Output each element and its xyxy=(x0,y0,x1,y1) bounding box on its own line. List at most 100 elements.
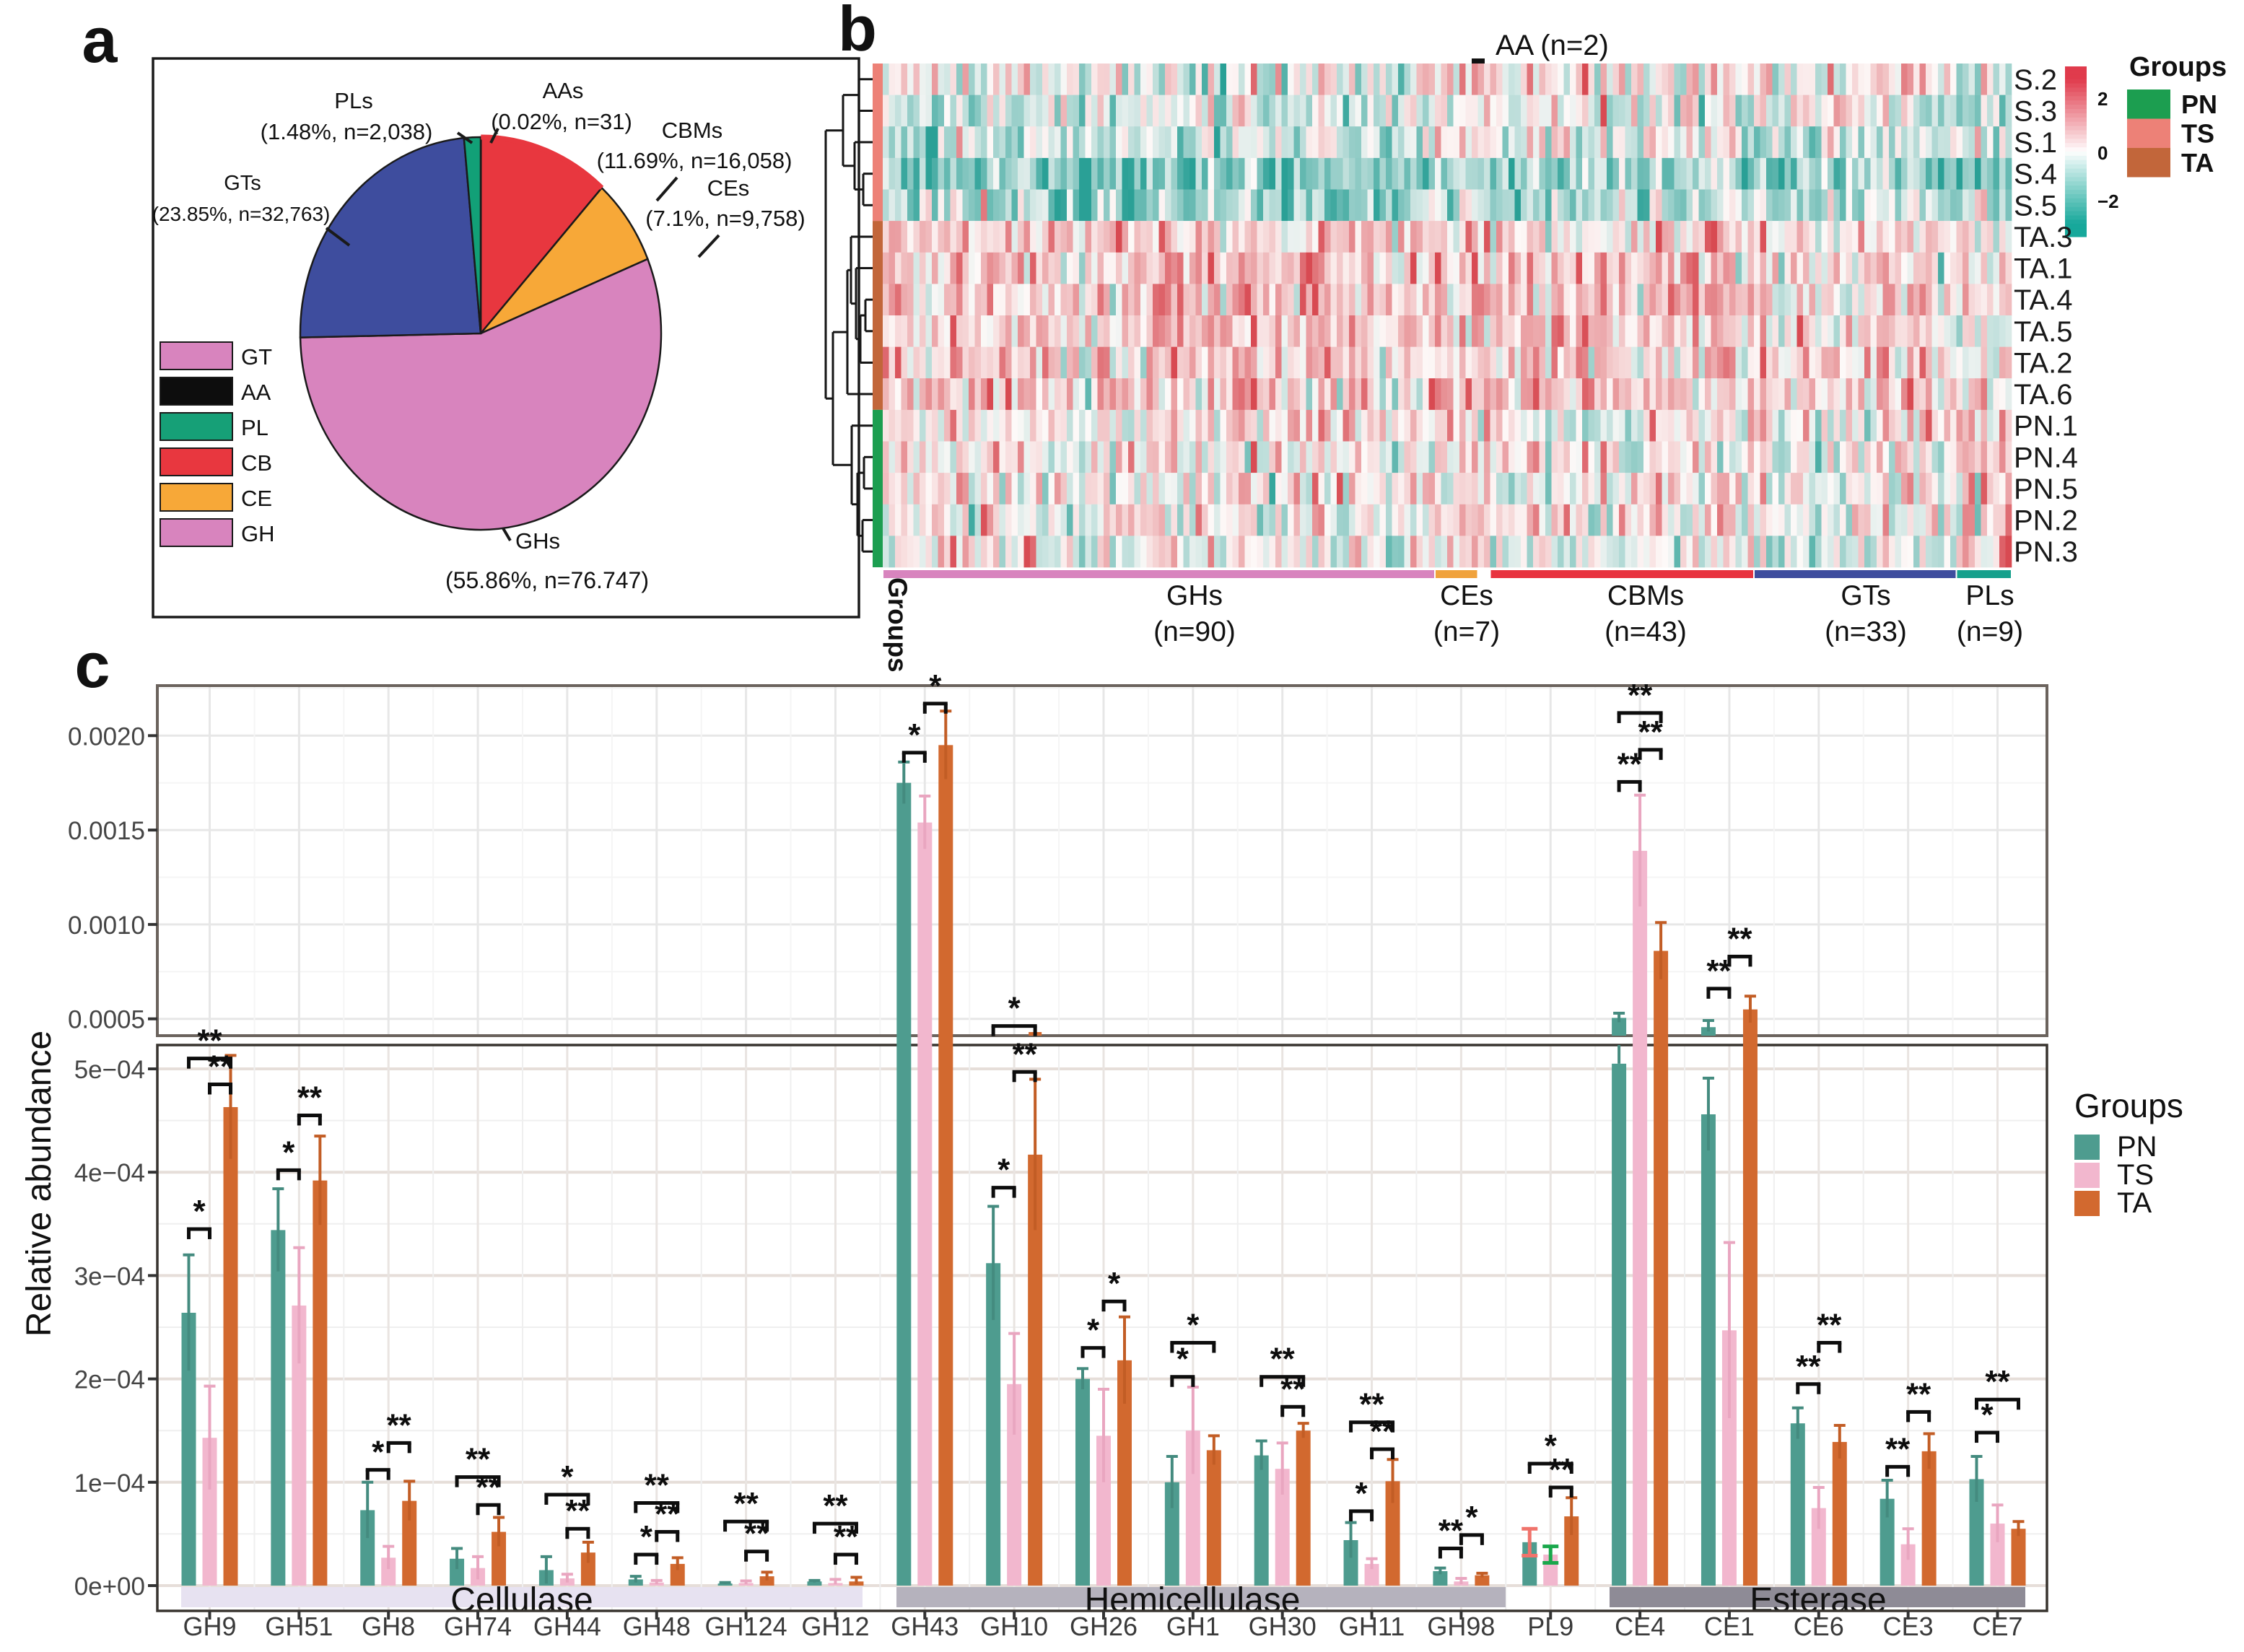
svg-text:5e−04: 5e−04 xyxy=(74,1056,145,1084)
svg-text:GH74: GH74 xyxy=(444,1612,512,1641)
svg-text:PLs: PLs xyxy=(334,88,372,113)
svg-text:PN.4: PN.4 xyxy=(2014,442,2078,473)
svg-text:GH: GH xyxy=(241,521,275,546)
svg-text:**: ** xyxy=(1727,921,1752,956)
svg-text:GH9: GH9 xyxy=(183,1612,236,1641)
svg-text:PN.3: PN.3 xyxy=(2014,536,2078,568)
svg-text:GH26: GH26 xyxy=(1070,1612,1138,1641)
svg-text:PL: PL xyxy=(241,415,269,440)
svg-text:GHs: GHs xyxy=(1166,580,1223,611)
svg-text:GH43: GH43 xyxy=(891,1612,959,1641)
svg-text:GH12: GH12 xyxy=(801,1612,869,1641)
svg-text:b: b xyxy=(838,0,877,64)
svg-text:CE4: CE4 xyxy=(1615,1612,1665,1641)
svg-text:*: * xyxy=(929,668,942,704)
svg-text:*: * xyxy=(1108,1266,1121,1301)
svg-text:*: * xyxy=(997,1153,1010,1188)
svg-text:GH30: GH30 xyxy=(1249,1612,1317,1641)
svg-text:0.0015: 0.0015 xyxy=(68,817,145,845)
svg-text:S.2: S.2 xyxy=(2014,64,2057,96)
svg-text:PLs: PLs xyxy=(1965,580,2014,611)
svg-text:(n=33): (n=33) xyxy=(1825,616,1907,647)
svg-text:AA: AA xyxy=(241,380,271,405)
svg-text:(0.02%, n=31): (0.02%, n=31) xyxy=(491,109,632,134)
svg-text:**: ** xyxy=(297,1080,323,1115)
svg-text:(n=9): (n=9) xyxy=(1957,616,2023,647)
svg-text:TA: TA xyxy=(2117,1187,2152,1219)
svg-text:TA.6: TA.6 xyxy=(2014,379,2073,411)
svg-text:PL9: PL9 xyxy=(1527,1612,1573,1641)
svg-text:TA.1: TA.1 xyxy=(2014,253,2073,285)
svg-text:PN.1: PN.1 xyxy=(2014,411,2078,442)
svg-text:*: * xyxy=(908,717,921,753)
svg-text:**: ** xyxy=(1628,678,1653,713)
svg-text:CEs: CEs xyxy=(1440,580,1493,611)
svg-text:**: ** xyxy=(645,1467,670,1503)
svg-text:c: c xyxy=(75,629,110,701)
svg-text:PN.5: PN.5 xyxy=(2014,473,2078,505)
svg-text:(55.86%, n=76.747): (55.86%, n=76.747) xyxy=(445,567,649,593)
svg-text:TA.5: TA.5 xyxy=(2014,316,2073,348)
svg-text:**: ** xyxy=(197,1023,222,1059)
svg-text:**: ** xyxy=(733,1486,759,1521)
svg-text:GHs: GHs xyxy=(515,528,560,554)
svg-text:S.3: S.3 xyxy=(2014,95,2057,127)
svg-text:0.0010: 0.0010 xyxy=(68,912,145,940)
svg-text:*: * xyxy=(1176,1342,1189,1377)
svg-text:*: * xyxy=(1087,1313,1100,1348)
svg-text:**: ** xyxy=(1906,1376,1931,1412)
svg-text:Groups: Groups xyxy=(2129,52,2227,82)
svg-text:*: * xyxy=(282,1135,295,1170)
svg-text:GH51: GH51 xyxy=(265,1612,333,1641)
svg-text:GH44: GH44 xyxy=(533,1612,601,1641)
svg-text:CE3: CE3 xyxy=(1883,1612,1934,1641)
svg-text:CBMs: CBMs xyxy=(662,118,722,143)
svg-text:*: * xyxy=(372,1435,385,1470)
svg-text:PN: PN xyxy=(2117,1131,2157,1163)
svg-text:(7.1%, n=9,758): (7.1%, n=9,758) xyxy=(645,206,805,231)
svg-text:S.1: S.1 xyxy=(2014,127,2057,159)
svg-text:*: * xyxy=(1187,1307,1200,1342)
svg-text:*: * xyxy=(1355,1476,1368,1511)
svg-text:3e−04: 3e−04 xyxy=(74,1262,145,1290)
svg-text:(23.85%, n=32,763): (23.85%, n=32,763) xyxy=(152,203,331,225)
svg-text:Groups: Groups xyxy=(2074,1087,2183,1124)
svg-text:**: ** xyxy=(1985,1364,2010,1399)
svg-text:(n=43): (n=43) xyxy=(1605,616,1687,647)
svg-text:**: ** xyxy=(466,1442,491,1477)
svg-text:*: * xyxy=(640,1519,653,1555)
svg-text:0.0005: 0.0005 xyxy=(68,1006,145,1034)
svg-text:2e−04: 2e−04 xyxy=(74,1366,145,1394)
svg-text:CE: CE xyxy=(241,486,272,511)
svg-text:2: 2 xyxy=(2097,88,2108,110)
svg-text:*: * xyxy=(1465,1500,1478,1535)
svg-text:**: ** xyxy=(1013,1036,1038,1072)
svg-text:PN.2: PN.2 xyxy=(2014,505,2078,537)
svg-text:GTs: GTs xyxy=(224,172,261,195)
svg-text:Groups: Groups xyxy=(883,577,912,673)
svg-text:TA.3: TA.3 xyxy=(2014,222,2073,253)
svg-text:1e−04: 1e−04 xyxy=(74,1469,145,1498)
svg-text:**: ** xyxy=(1885,1431,1911,1467)
svg-text:GH98: GH98 xyxy=(1427,1612,1495,1641)
svg-text:−2: −2 xyxy=(2097,191,2119,212)
svg-text:AA (n=2): AA (n=2) xyxy=(1496,30,1609,61)
svg-text:(1.48%, n=2,038): (1.48%, n=2,038) xyxy=(261,119,433,144)
svg-text:GH48: GH48 xyxy=(623,1612,691,1641)
svg-text:TA: TA xyxy=(2181,148,2214,178)
svg-text:GH10: GH10 xyxy=(980,1612,1048,1641)
svg-text:CB: CB xyxy=(241,450,272,476)
svg-text:PN: PN xyxy=(2181,89,2217,119)
svg-text:*: * xyxy=(561,1459,574,1495)
svg-text:TA.2: TA.2 xyxy=(2014,347,2073,379)
svg-text:**: ** xyxy=(387,1407,412,1443)
svg-text:**: ** xyxy=(1359,1387,1384,1422)
svg-text:*: * xyxy=(1008,991,1021,1026)
svg-text:**: ** xyxy=(1796,1349,1821,1384)
svg-text:TS: TS xyxy=(2181,119,2214,149)
svg-text:(11.69%, n=16,058): (11.69%, n=16,058) xyxy=(597,148,793,173)
svg-text:TS: TS xyxy=(2117,1159,2154,1191)
svg-text:0.0020: 0.0020 xyxy=(68,722,145,751)
svg-text:CEs: CEs xyxy=(707,175,750,201)
svg-text:(n=90): (n=90) xyxy=(1153,616,1236,647)
